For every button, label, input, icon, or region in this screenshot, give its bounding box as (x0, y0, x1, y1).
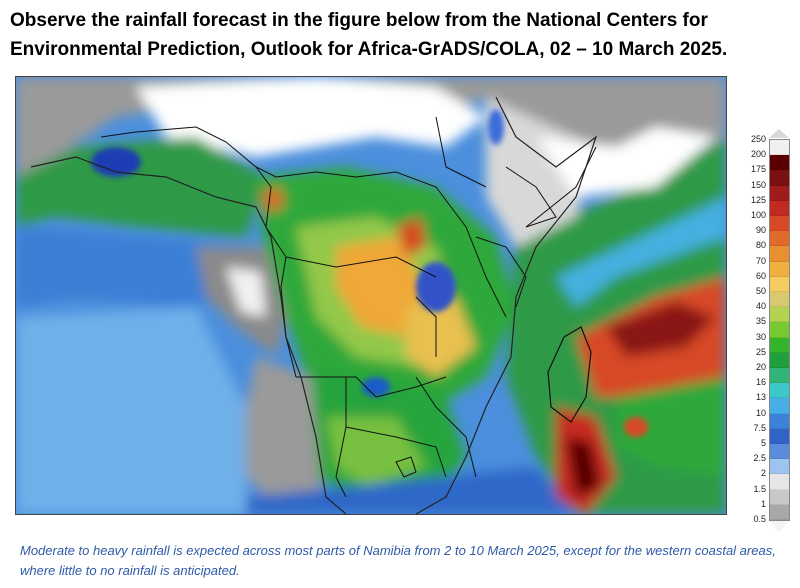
legend-swatch (770, 337, 789, 353)
legend-tick-label: 100 (750, 210, 766, 220)
legend-tick-label: 16 (755, 377, 766, 388)
legend-tick-label: 2.5 (753, 453, 766, 464)
legend-tick-label: 40 (755, 301, 766, 312)
forecast-caption: Moderate to heavy rainfall is expected a… (20, 543, 776, 578)
rainfall-map-svg (16, 77, 726, 514)
legend-swatch (770, 307, 789, 323)
legend-swatch (770, 140, 789, 156)
legend-color-bar (769, 139, 790, 521)
legend-swatch (770, 231, 789, 247)
legend-tick-label: 25 (755, 346, 766, 357)
legend-swatch (770, 170, 789, 186)
legend-tick-label: 70 (755, 255, 766, 266)
legend-tick-label: 125 (750, 194, 766, 205)
legend-tick-label: 0.5 (753, 514, 766, 524)
legend-tick-label: 80 (755, 240, 766, 251)
legend-swatch (770, 155, 789, 171)
legend-tick-label: 30 (755, 331, 766, 342)
legend-swatch (770, 292, 789, 308)
legend-tick-label: 10 (755, 407, 766, 418)
legend-swatch (770, 444, 789, 460)
legend-tick-label: 20 (755, 362, 766, 372)
legend-swatch (770, 246, 789, 262)
east-coastline (415, 96, 598, 514)
legend-tick-label: 35 (755, 316, 766, 327)
legend-swatch (770, 261, 789, 277)
legend-tick-label: 200 (750, 149, 766, 160)
legend-tick-label: 1 (760, 498, 766, 509)
legend-swatch (770, 428, 789, 445)
rain-detail (91, 109, 648, 437)
legend-swatch (770, 216, 789, 232)
page-title: Observe the rainfall forecast in the fig… (10, 10, 728, 60)
legend-tick-label: 60 (755, 270, 766, 281)
legend-swatch (770, 413, 789, 429)
rainfall-map (15, 76, 727, 515)
legend-swatch (770, 322, 789, 338)
rainfall-legend: 250 200 175 150 125 100 90 80 70 60 50 40 35 30 25 20 16… (738, 129, 798, 539)
legend-tick-label: 2 (760, 468, 766, 479)
legend-tick-label: 5 (760, 438, 766, 448)
rain-field (16, 77, 726, 514)
west-coastline (30, 156, 347, 514)
legend-swatch (770, 474, 789, 490)
madagascar-outline (547, 326, 592, 423)
legend-swatch (770, 368, 789, 384)
legend-top-arrow (769, 129, 789, 138)
legend-tick-label: 13 (755, 392, 766, 403)
legend-swatch (770, 200, 789, 217)
legend-tick-label: 175 (750, 164, 766, 175)
legend-swatch (770, 398, 789, 414)
legend-tick-label: 150 (750, 179, 766, 190)
legend-tick-label: 1.5 (753, 483, 766, 494)
legend-swatch (770, 383, 789, 399)
legend-tick-label: 50 (755, 286, 766, 296)
legend-swatch (770, 352, 789, 369)
country-borders (100, 116, 597, 498)
legend-swatch (770, 504, 789, 521)
legend-swatch (770, 489, 789, 505)
legend-bottom-arrow (769, 521, 789, 533)
legend-swatch (770, 276, 789, 293)
legend-swatch (770, 459, 789, 475)
legend-tick-label: 90 (755, 225, 766, 236)
legend-swatch (770, 185, 789, 201)
legend-tick-label: 250 (750, 134, 766, 144)
legend-tick-label: 7.5 (753, 422, 766, 433)
